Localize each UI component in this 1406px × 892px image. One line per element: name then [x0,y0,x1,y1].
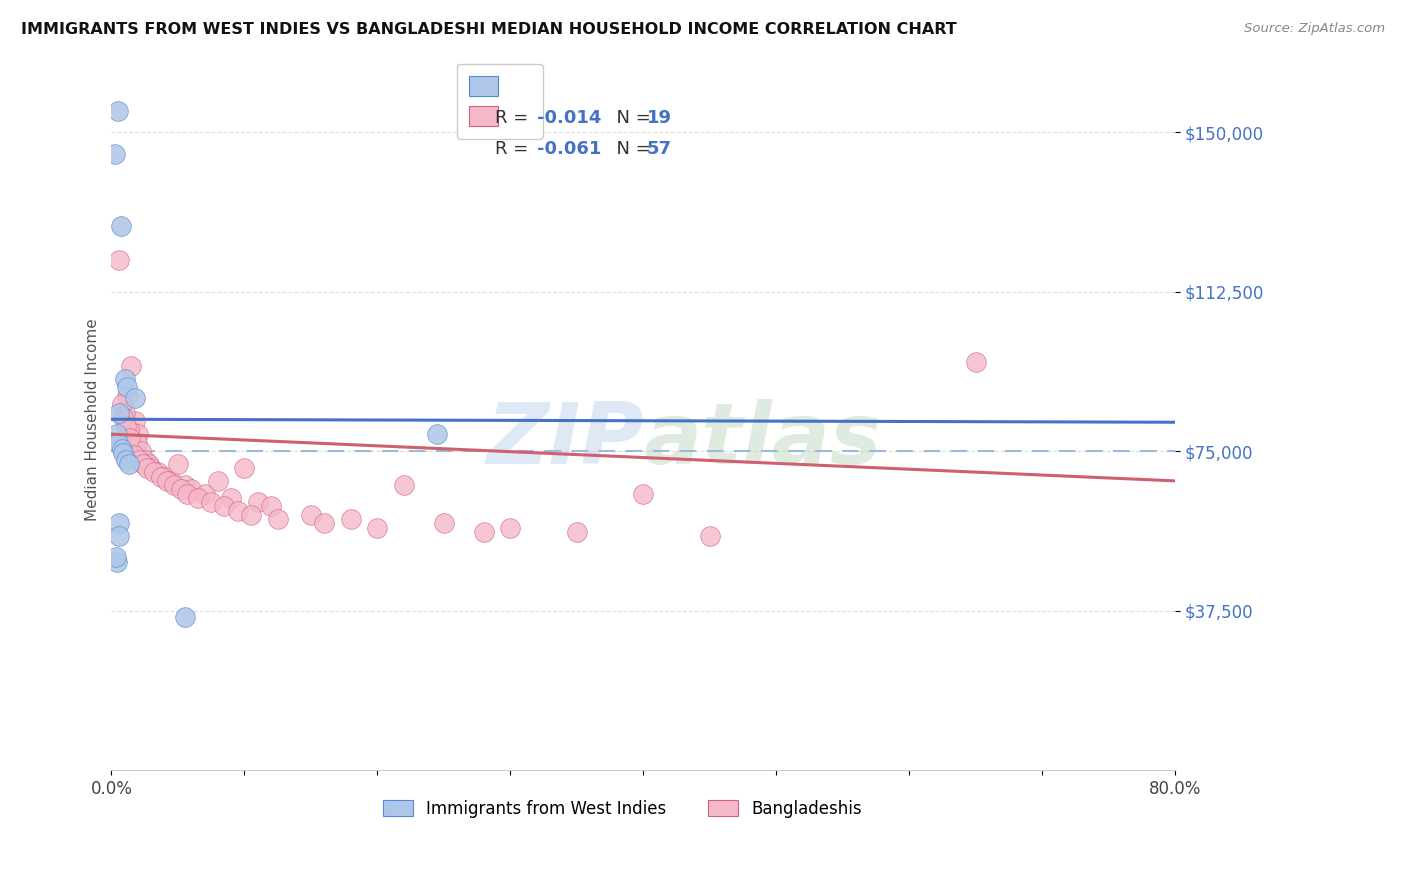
Point [163,478,186,492]
Point [180,483,202,497]
Point [167,457,190,471]
Point [121,440,143,454]
Point [120,359,142,373]
Point [138,457,160,471]
Point [132,457,155,471]
Point [187,491,209,505]
Point [107,529,129,543]
Point [169,483,191,497]
Point [143,466,166,480]
Point [499,521,522,535]
Point [108,516,131,531]
Point [240,508,263,522]
Point [110,219,132,233]
Point [129,444,152,458]
Point [160,474,183,488]
Point [105,555,128,569]
Point [115,452,138,467]
Point [965,355,987,369]
Point [200,495,222,509]
Point [173,478,195,492]
Point [136,461,159,475]
Text: Source: ZipAtlas.com: Source: ZipAtlas.com [1244,22,1385,36]
Point [214,500,236,514]
Point [472,524,495,539]
Text: R =: R = [495,140,534,158]
Point [127,427,149,442]
Point [266,512,288,526]
Point [114,406,136,420]
Text: 57: 57 [647,140,672,158]
Point [125,435,148,450]
Point [105,427,128,442]
Point [134,452,156,467]
Point [299,508,322,522]
Point [117,389,139,403]
Text: 19: 19 [647,109,672,127]
Point [124,391,146,405]
Point [156,474,179,488]
Point [260,500,283,514]
Point [153,469,176,483]
Text: -0.014: -0.014 [537,109,602,127]
Point [176,486,198,500]
Point [112,446,135,460]
Point [314,516,336,531]
Point [117,380,139,394]
Point [104,146,127,161]
Point [246,495,269,509]
Point [118,457,141,471]
Point [633,486,655,500]
Point [392,478,415,492]
Point [233,461,256,475]
Point [207,474,229,488]
Point [193,486,215,500]
Point [340,512,363,526]
Point [105,550,128,565]
Point [124,414,146,428]
Text: atlas: atlas [644,399,882,482]
Point [173,610,195,624]
Text: N =: N = [605,109,657,127]
Point [122,449,145,463]
Point [146,466,169,480]
Text: -0.061: -0.061 [537,140,602,158]
Point [108,406,131,420]
Point [118,431,141,445]
Y-axis label: Median Household Income: Median Household Income [86,318,100,521]
Point [426,427,449,442]
Point [141,461,163,475]
Point [115,418,138,433]
Text: ZIP: ZIP [485,399,644,482]
Point [226,503,249,517]
Point [108,252,131,267]
Point [107,435,129,450]
Point [107,103,129,118]
Point [149,469,172,483]
Point [118,423,141,437]
Point [433,516,456,531]
Legend: Immigrants from West Indies, Bangladeshis: Immigrants from West Indies, Bangladeshi… [375,794,869,825]
Text: R =: R = [495,109,534,127]
Text: N =: N = [605,140,657,158]
Point [112,410,135,425]
Point [114,372,136,386]
Point [111,442,134,456]
Point [128,452,150,467]
Text: IMMIGRANTS FROM WEST INDIES VS BANGLADESHI MEDIAN HOUSEHOLD INCOME CORRELATION C: IMMIGRANTS FROM WEST INDIES VS BANGLADES… [21,22,957,37]
Point [111,397,134,411]
Point [699,529,721,543]
Point [219,491,242,505]
Point [565,524,588,539]
Point [366,521,388,535]
